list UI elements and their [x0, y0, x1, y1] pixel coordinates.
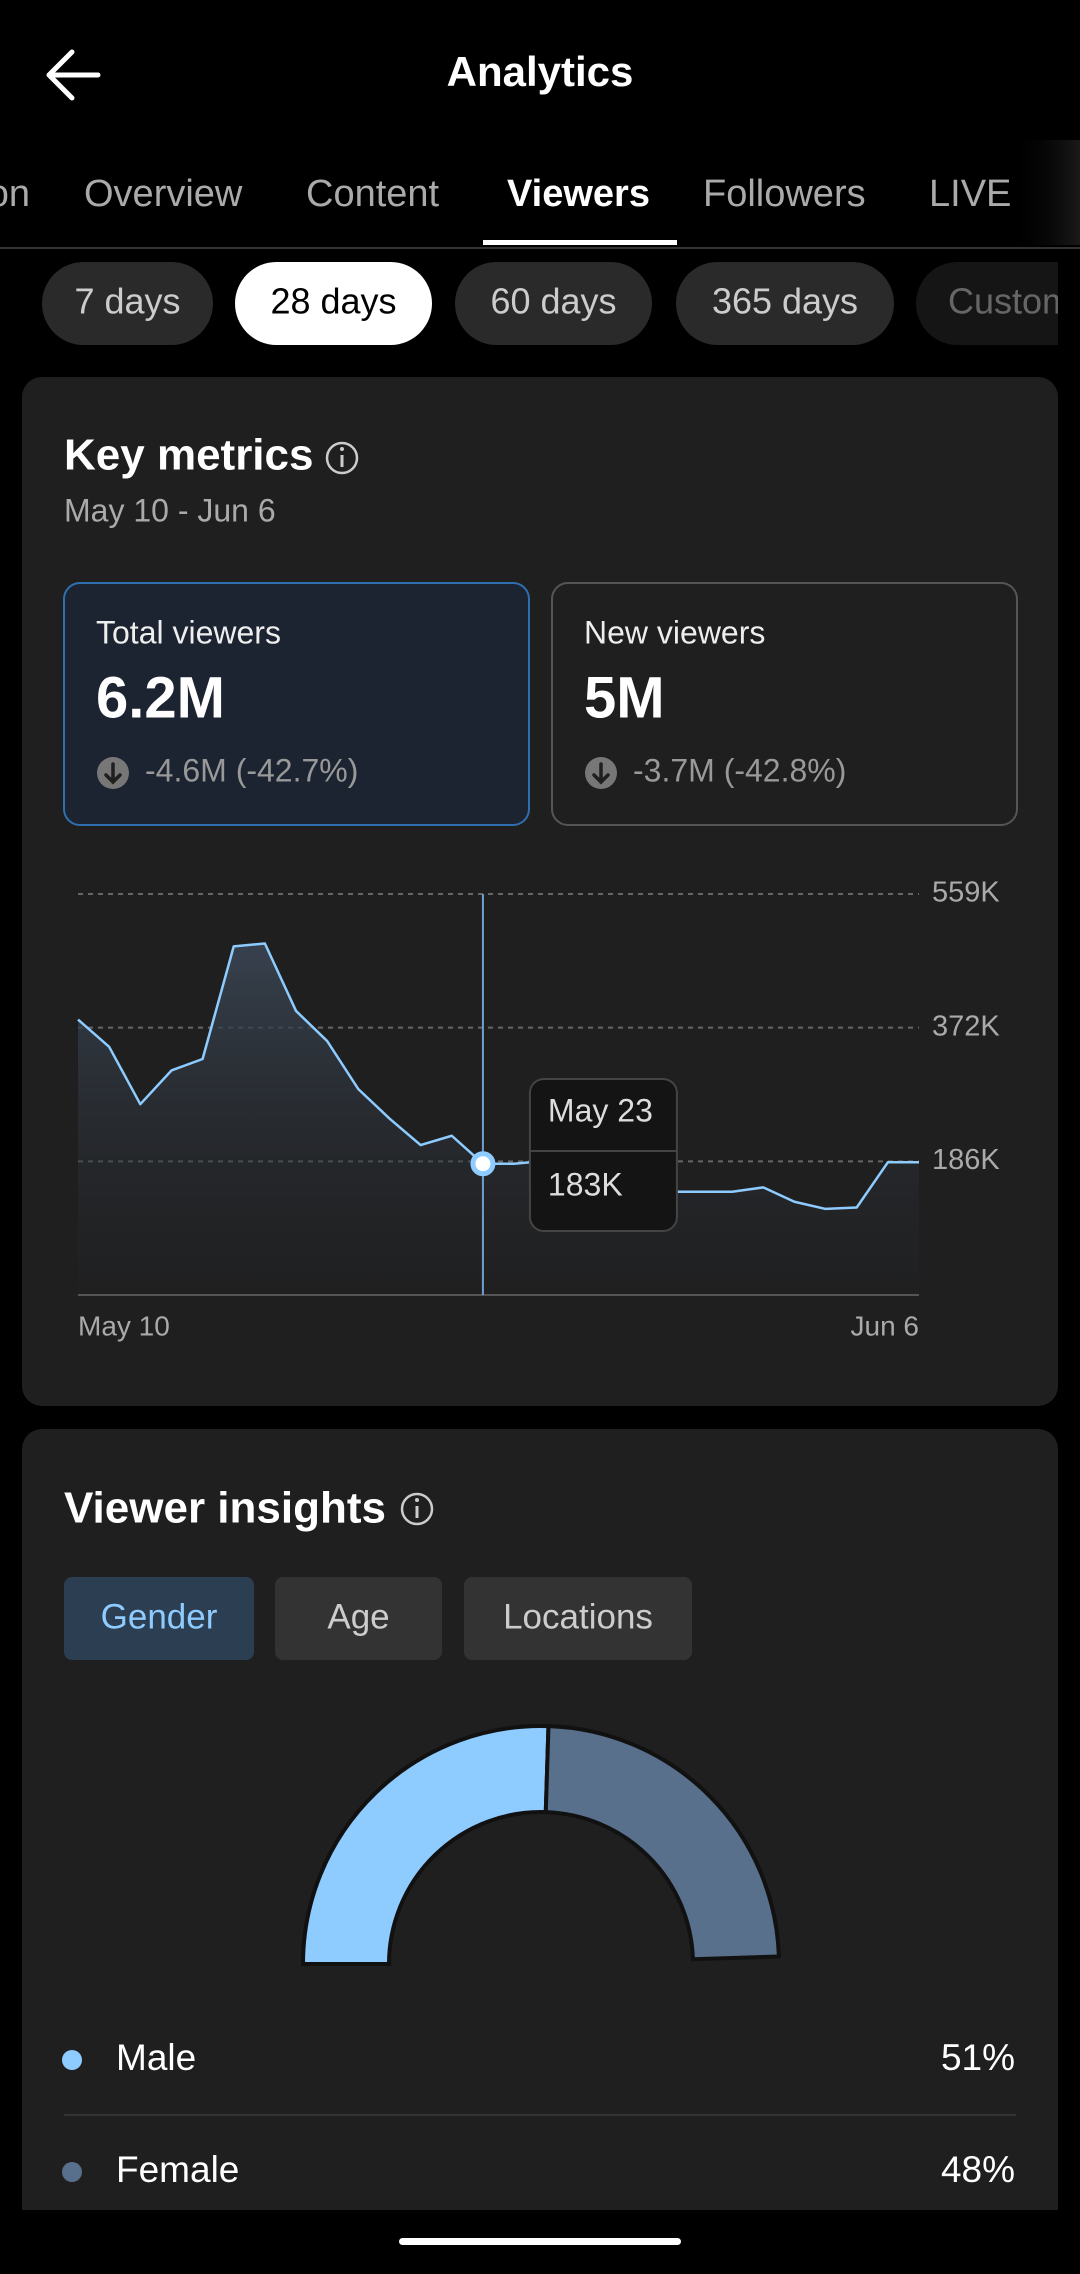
metric-card[interactable]: Total viewers 6.2M -4.6M (-42.7%) [63, 582, 530, 826]
tab[interactable]: LIVE [929, 173, 1011, 215]
pill-bg [42, 262, 213, 345]
range-pill[interactable]: Custom [916, 262, 1080, 345]
metric-cards: Total viewers 6.2M -4.6M (-42.7%) New viewe… [63, 582, 1018, 826]
range-pill[interactable]: 365 days [676, 262, 894, 345]
y-tick-label: 559K [932, 877, 1000, 909]
line-chart: 186K 372K 559K May 10 Jun 6 May 23 183K [77, 877, 1000, 1341]
toggle-label: Gender [101, 1597, 218, 1636]
metric-card[interactable]: New viewers 5M -3.7M (-42.8%) [551, 582, 1018, 826]
tab-bar: on Overview Content Viewers Followers LIVE [0, 173, 1011, 215]
tab-fade [1010, 140, 1080, 245]
x-tick-label: Jun 6 [851, 1310, 920, 1341]
highlight-point [470, 1151, 496, 1177]
metric-label: Total viewers [96, 614, 281, 650]
pill-label: 7 days [74, 281, 180, 322]
insight-toggle[interactable]: Age [275, 1577, 442, 1660]
insight-toggles: Gender Age Locations [64, 1577, 692, 1660]
range-pill[interactable]: 28 days [235, 262, 432, 345]
insight-toggle[interactable]: Gender [64, 1577, 254, 1660]
down-icon-arrow [104, 762, 122, 785]
donut-segment [543, 1724, 781, 1962]
range-pill[interactable]: 60 days [455, 262, 652, 345]
pill-bg [916, 262, 1058, 345]
metric-card-bg [551, 582, 1018, 826]
home-indicator[interactable] [399, 2238, 681, 2245]
pill-bg [455, 262, 652, 345]
insight-toggle[interactable]: Locations [464, 1577, 692, 1660]
metric-change: -3.7M (-42.8%) [633, 752, 846, 788]
legend-label: Male [116, 2037, 196, 2078]
line [77, 942, 919, 1211]
tooltip-box [528, 1078, 678, 1232]
range-pills: 7 days 28 days 60 days 365 days Custom [42, 262, 1080, 345]
header-title: Analytics [447, 48, 634, 95]
pill-bg [676, 262, 894, 345]
tab[interactable]: Followers [703, 173, 866, 215]
down-icon-arrow [592, 762, 610, 785]
section-title: Viewer insights [64, 1484, 386, 1533]
back-arrow [46, 49, 101, 101]
pill-bg [235, 262, 432, 345]
gender-chart: Male 51% Female 48% [62, 1724, 1016, 2190]
viewer-insights-card [22, 1429, 1058, 2274]
metric-card-bg [63, 582, 530, 826]
toggle-label: Age [327, 1597, 389, 1636]
tab-underline [483, 240, 677, 245]
pill-label: 60 days [490, 281, 616, 322]
toggle-bg [464, 1577, 692, 1660]
tab[interactable]: on [0, 173, 30, 215]
metric-label: New viewers [584, 614, 765, 650]
donut-segment [300, 1724, 551, 1966]
tab[interactable]: Overview [84, 173, 243, 215]
section-title: Key metrics [64, 431, 313, 480]
metric-value: 5M [584, 665, 665, 730]
y-tick-label: 186K [932, 1144, 1000, 1176]
toggle-label: Locations [503, 1597, 653, 1636]
info-icon[interactable] [325, 441, 359, 475]
tab[interactable]: Content [306, 173, 440, 215]
pill-label: Custom [948, 281, 1072, 322]
tooltip-value: 183K [548, 1166, 623, 1202]
y-tick-label: 372K [932, 1010, 1000, 1042]
area [78, 943, 919, 1295]
x-tick-label: May 10 [78, 1310, 170, 1341]
pill-label: 28 days [270, 281, 396, 322]
legend-value: 48% [941, 2149, 1015, 2190]
tab[interactable]: Viewers [507, 173, 650, 215]
info-icon[interactable] [400, 1492, 434, 1526]
metric-value: 6.2M [96, 665, 225, 730]
toggle-bg [275, 1577, 442, 1660]
tooltip-date: May 23 [548, 1092, 653, 1128]
legend-label: Female [116, 2149, 239, 2190]
legend-dot [62, 2050, 82, 2070]
date-range: May 10 - Jun 6 [64, 492, 276, 528]
range-pill[interactable]: 7 days [42, 262, 213, 345]
metric-change: -4.6M (-42.7%) [145, 752, 358, 788]
back-button[interactable] [46, 49, 101, 101]
legend-value: 51% [941, 2037, 1015, 2078]
toggle-bg [64, 1577, 254, 1660]
pill-label: 365 days [712, 281, 858, 322]
legend-dot [62, 2162, 82, 2182]
